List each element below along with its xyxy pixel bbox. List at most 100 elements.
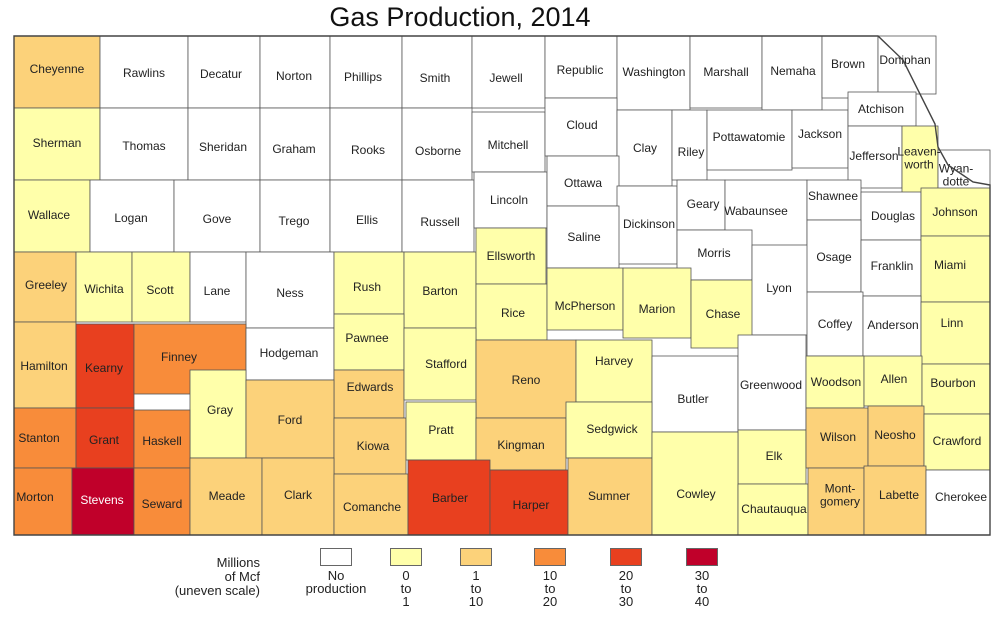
county-washington <box>616 35 691 111</box>
legend-item: 10 to 20 <box>515 548 585 608</box>
county-label-grant: Grant <box>89 433 120 447</box>
county-label-lane: Lane <box>204 284 231 298</box>
county-label-franklin: Franklin <box>871 259 914 273</box>
county-label-labette: Labette <box>879 488 919 502</box>
county-label-haskell: Haskell <box>142 434 181 448</box>
legend-swatch <box>460 548 492 566</box>
county-elk <box>737 429 807 485</box>
county-label-doniphan: Doniphan <box>879 53 930 67</box>
county-russell <box>401 179 475 253</box>
county-crawford <box>923 413 991 471</box>
county-shawnee <box>806 179 862 221</box>
county-pawnee <box>333 313 405 371</box>
county-label-linn: Linn <box>941 316 964 330</box>
county-label-harvey: Harvey <box>595 354 633 368</box>
county-republic <box>544 35 618 99</box>
county-brown <box>821 35 879 99</box>
legend-label: 30 to 40 <box>694 568 710 609</box>
county-label-clay: Clay <box>633 141 657 155</box>
legend-label: 10 to 20 <box>542 568 558 609</box>
county-wallace <box>13 179 91 253</box>
county-label-seward: Seward <box>142 497 183 511</box>
county-decatur <box>187 35 261 109</box>
county-saline <box>546 205 620 269</box>
county-label-sumner: Sumner <box>588 489 630 503</box>
county-label-greenwood: Greenwood <box>740 378 802 392</box>
county-label-rawlins: Rawlins <box>123 66 165 80</box>
county-label-mont-gomery: Mont-gomery <box>820 482 860 509</box>
county-label-wallace: Wallace <box>28 208 71 222</box>
county-label-chase: Chase <box>706 307 741 321</box>
county-wyan-dotte <box>937 149 991 193</box>
county-label-russell: Russell <box>420 215 459 229</box>
county-label-sedgwick: Sedgwick <box>586 422 638 436</box>
county-label-mcpherson: McPherson <box>555 299 616 313</box>
county-label-butler: Butler <box>677 392 708 406</box>
county-label-stafford: Stafford <box>425 357 467 371</box>
county-label-clark: Clark <box>284 488 313 502</box>
county-sherman <box>13 107 101 181</box>
county-label-finney: Finney <box>161 350 197 364</box>
legend-title: Millions of Mcf (uneven scale) <box>174 555 260 598</box>
county-label-crawford: Crawford <box>933 434 982 448</box>
county-label-sherman: Sherman <box>33 136 82 150</box>
county-label-barton: Barton <box>422 284 457 298</box>
county-label-chautauqua: Chautauqua <box>741 502 807 516</box>
county-label-coffey: Coffey <box>818 317 852 331</box>
county-label-bourbon: Bourbon <box>930 376 975 390</box>
county-label-logan: Logan <box>114 211 147 225</box>
county-label-decatur: Decatur <box>200 67 242 81</box>
county-stevens <box>71 467 135 536</box>
county-label-anderson: Anderson <box>867 318 918 332</box>
county-label-johnson: Johnson <box>932 205 977 219</box>
county-label-gray: Gray <box>207 403 233 417</box>
county-label-lyon: Lyon <box>766 281 792 295</box>
county-greenwood <box>737 334 807 431</box>
county-graham <box>259 107 331 181</box>
county-mitchell <box>471 111 546 173</box>
county-label-pottawatomie: Pottawatomie <box>713 130 786 144</box>
county-label-osage: Osage <box>816 250 852 264</box>
county-harvey <box>575 339 653 403</box>
county-linn <box>920 301 991 365</box>
county-butler <box>651 355 739 433</box>
county-label-cheyenne: Cheyenne <box>30 62 85 76</box>
county-dickinson <box>616 185 678 265</box>
county-mcpherson <box>546 267 624 331</box>
county-label-jefferson: Jefferson <box>849 149 898 163</box>
county-label-atchison: Atchison <box>858 102 904 116</box>
county-label-marshall: Marshall <box>703 65 748 79</box>
county-label-cowley: Cowley <box>676 487 715 501</box>
county-clay <box>616 109 673 187</box>
county-label-republic: Republic <box>557 63 604 77</box>
legend-item: 20 to 30 <box>591 548 661 608</box>
county-hamilton <box>13 321 77 409</box>
county-meade <box>189 457 263 536</box>
county-atchison <box>847 91 917 127</box>
county-pottawatomie <box>706 109 793 171</box>
county-label-meade: Meade <box>209 489 246 503</box>
county-label-trego: Trego <box>279 214 310 228</box>
county-ford <box>245 379 335 459</box>
county-kearny <box>75 323 135 409</box>
county-barber <box>407 459 491 536</box>
legend-swatch <box>320 548 352 566</box>
county-label-graham: Graham <box>272 142 315 156</box>
county-label-brown: Brown <box>831 57 865 71</box>
county-label-jackson: Jackson <box>798 127 842 141</box>
county-label-scott: Scott <box>146 283 174 297</box>
county-label-kiowa: Kiowa <box>357 439 390 453</box>
county-ellis <box>329 179 403 253</box>
county-label-riley: Riley <box>678 145 705 159</box>
county-label-allen: Allen <box>881 372 908 386</box>
county-wichita <box>75 251 133 323</box>
county-label-washington: Washington <box>623 65 686 79</box>
legend-item: No production <box>301 548 371 595</box>
county-label-cherokee: Cherokee <box>935 490 987 504</box>
county-label-cloud: Cloud <box>566 118 597 132</box>
county-label-rice: Rice <box>501 306 525 320</box>
county-label-kingman: Kingman <box>497 438 544 452</box>
county-label-pratt: Pratt <box>428 423 454 437</box>
county-osborne <box>401 107 473 181</box>
